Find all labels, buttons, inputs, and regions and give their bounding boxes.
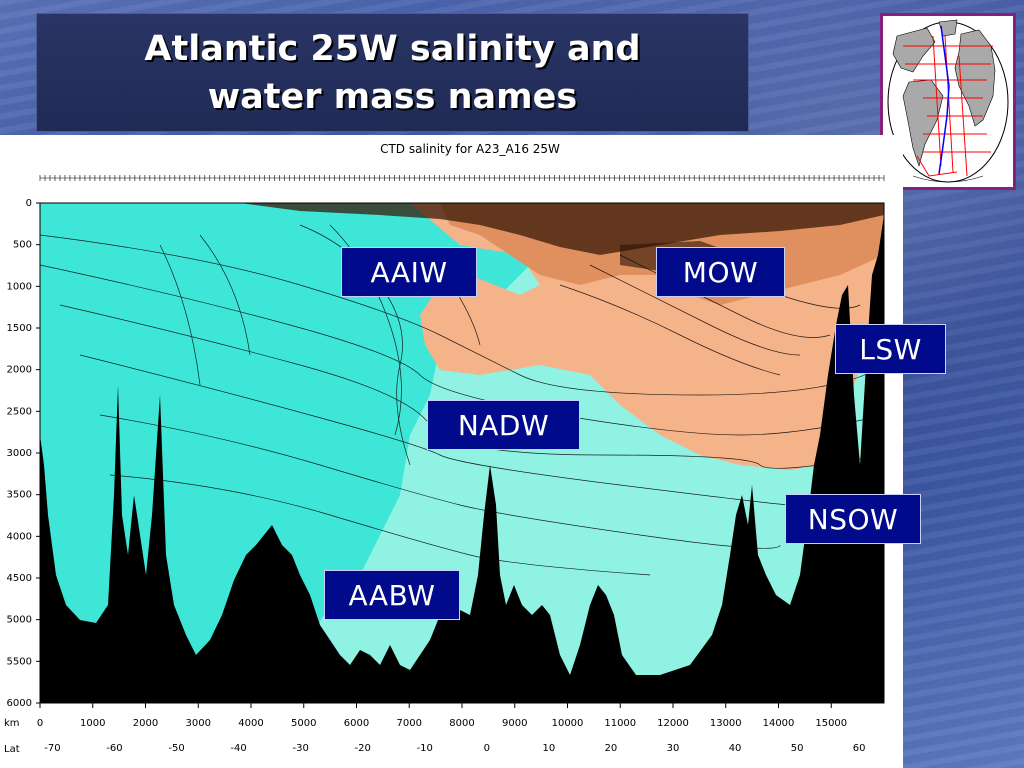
depth-tick-label: 3000 bbox=[7, 448, 32, 459]
lat-tick-label: 40 bbox=[729, 743, 742, 754]
lat-tick-label: -50 bbox=[168, 743, 184, 754]
depth-tick-label: 2000 bbox=[7, 365, 32, 376]
salinity-section-svg: CTD salinity for A23_A16 25W bbox=[4, 142, 885, 755]
lat-tick-label: 20 bbox=[605, 743, 618, 754]
salinity-section-figure: CTD salinity for A23_A16 25W bbox=[0, 135, 903, 768]
lat-tick-label: 60 bbox=[853, 743, 866, 754]
title-box: Atlantic 25W salinity and water mass nam… bbox=[36, 13, 749, 132]
salinity-contours bbox=[39, 224, 885, 576]
km-tick-label: 2000 bbox=[133, 718, 158, 729]
lat-tick-label: -40 bbox=[230, 743, 246, 754]
slide-title: Atlantic 25W salinity and water mass nam… bbox=[144, 28, 641, 117]
km-tick-label: 14000 bbox=[763, 718, 795, 729]
km-axis-label: km bbox=[4, 718, 20, 729]
km-tick-label: 4000 bbox=[238, 718, 263, 729]
km-tick-label: 0 bbox=[37, 718, 43, 729]
depth-tick-label: 2500 bbox=[7, 406, 32, 417]
km-tick-label: 8000 bbox=[449, 718, 474, 729]
lat-axis-label: Lat bbox=[4, 744, 20, 755]
km-tick-label: 3000 bbox=[186, 718, 211, 729]
km-tick-label: 13000 bbox=[710, 718, 742, 729]
depth-tick-label: 5000 bbox=[7, 615, 32, 626]
station-ticks bbox=[39, 175, 885, 181]
km-tick-label: 11000 bbox=[604, 718, 636, 729]
depth-tick-label: 0 bbox=[26, 198, 32, 209]
label-lsw: LSW bbox=[835, 324, 946, 374]
label-mow: MOW bbox=[656, 247, 785, 297]
depth-tick-label: 1000 bbox=[7, 281, 32, 292]
lat-tick-label: 10 bbox=[543, 743, 556, 754]
lat-tick-label: 0 bbox=[484, 743, 490, 754]
km-tick-label: 5000 bbox=[291, 718, 316, 729]
km-tick-label: 10000 bbox=[552, 718, 584, 729]
surface-band bbox=[240, 203, 884, 255]
label-aabw: AABW bbox=[324, 570, 460, 620]
km-tick-label: 6000 bbox=[344, 718, 369, 729]
depth-tick-label: 4500 bbox=[7, 573, 32, 584]
figure-caption: CTD salinity for A23_A16 25W bbox=[380, 142, 560, 156]
km-tick-label: 1000 bbox=[80, 718, 105, 729]
km-tick-label: 15000 bbox=[815, 718, 847, 729]
inset-map-section-line bbox=[938, 25, 950, 175]
bathymetry bbox=[40, 215, 884, 703]
inset-map-tracks bbox=[903, 35, 993, 177]
label-nsow: NSOW bbox=[785, 494, 921, 544]
km-axis: 0 1000 2000 3000 4000 5000 6000 7000 8000 9000 100… bbox=[37, 703, 847, 729]
lat-tick-label: -20 bbox=[355, 743, 371, 754]
lat-tick-label: -70 bbox=[44, 743, 60, 754]
km-tick-label: 9000 bbox=[502, 718, 527, 729]
lat-tick-label: -60 bbox=[106, 743, 122, 754]
depth-tick-label: 4000 bbox=[7, 531, 32, 542]
km-tick-label: 12000 bbox=[657, 718, 689, 729]
depth-tick-label: 500 bbox=[13, 240, 32, 251]
label-nadw: NADW bbox=[427, 400, 580, 450]
lat-tick-label: 30 bbox=[667, 743, 680, 754]
inset-map bbox=[880, 13, 1016, 190]
depth-tick-label: 5500 bbox=[7, 656, 32, 667]
lat-axis: -70 -60 -50 -40 -30 -20 -10 0 10 20 30 40 50 60 bbox=[44, 743, 865, 754]
depth-axis: 0 500 1000 1500 2000 2500 3000 3500 4000 4500 5000… bbox=[7, 198, 40, 709]
depth-tick-label: 6000 bbox=[7, 698, 32, 709]
depth-tick-label: 3500 bbox=[7, 490, 32, 501]
label-aaiw: AAIW bbox=[341, 247, 477, 297]
lat-tick-label: -30 bbox=[292, 743, 308, 754]
km-tick-label: 7000 bbox=[397, 718, 422, 729]
inset-map-svg bbox=[887, 19, 1009, 183]
lat-tick-label: 50 bbox=[791, 743, 804, 754]
lat-tick-label: -10 bbox=[417, 743, 433, 754]
depth-tick-label: 1500 bbox=[7, 323, 32, 334]
